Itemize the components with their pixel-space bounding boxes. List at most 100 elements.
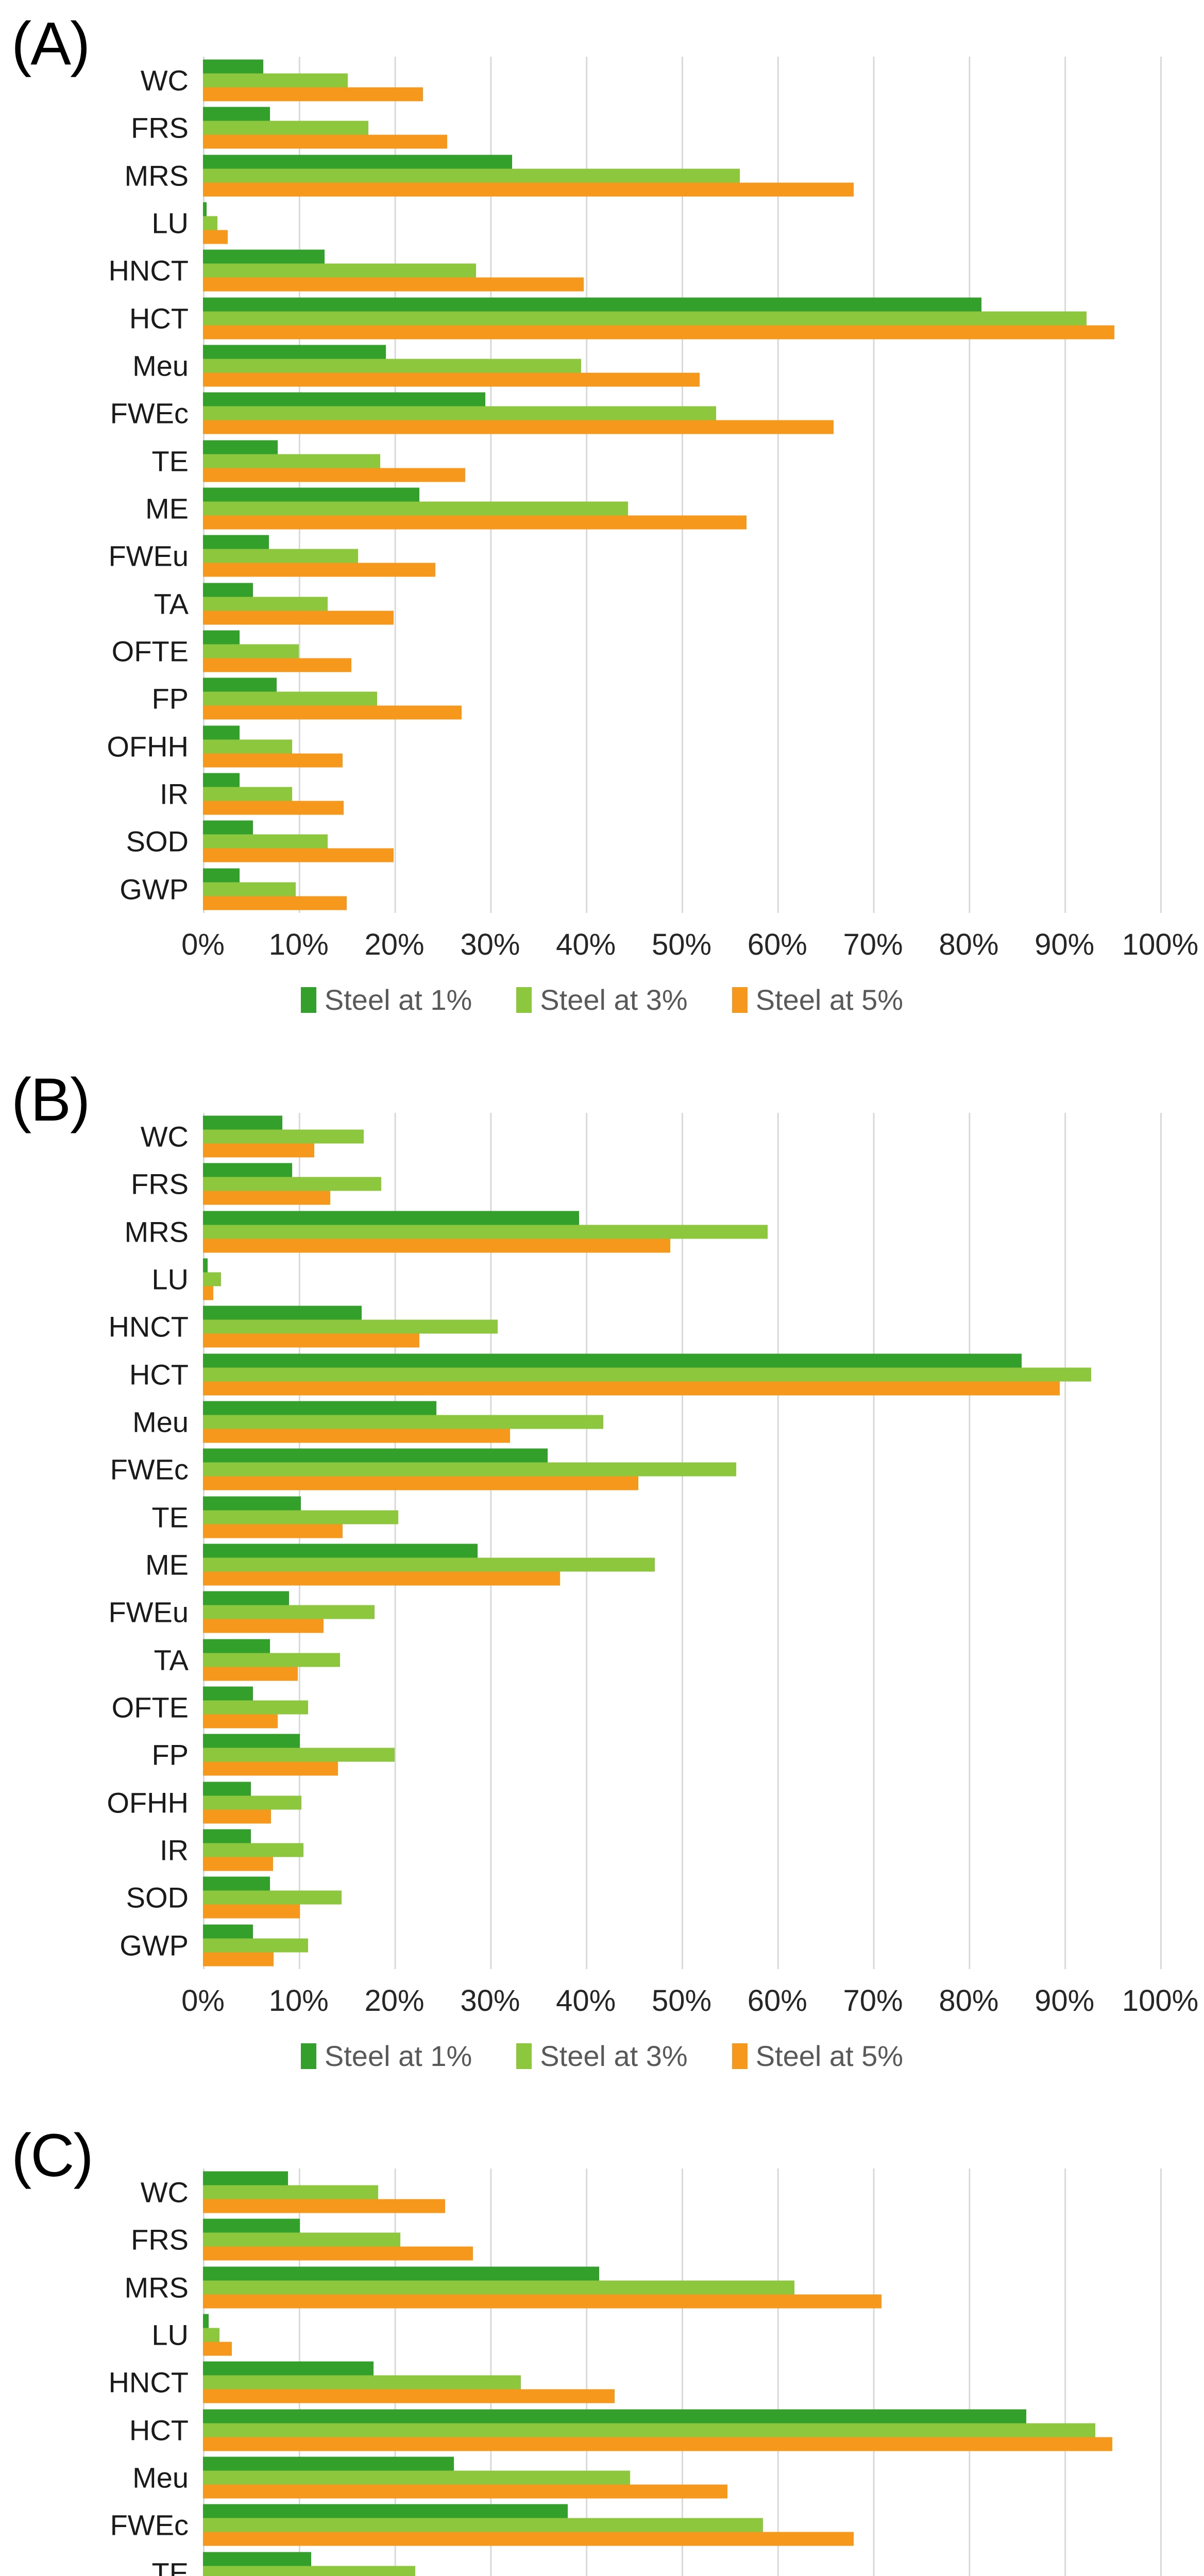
bar-ta-5pct (203, 1667, 298, 1681)
category-row-ir: IR (160, 770, 1160, 818)
bar-frs-5pct (203, 134, 447, 149)
bar-mrs-5pct (203, 2294, 882, 2309)
bar-fwec-5pct (203, 2532, 854, 2546)
x-tick-100: 100% (1122, 1984, 1199, 2018)
bar-ofhh-1pct (203, 1782, 251, 1796)
bar-hnct-3pct (203, 1319, 498, 1334)
bar-cluster-fp (203, 1734, 1160, 1776)
x-tick-100: 100% (1122, 928, 1199, 961)
legend-label: Steel at 5% (755, 2040, 904, 2072)
legend-label: Steel at 5% (755, 984, 904, 1016)
legend-swatch-icon (732, 987, 748, 1013)
bar-ofte-3pct (203, 644, 299, 658)
category-row-hct: HCT (129, 1351, 1160, 1398)
bar-hnct-5pct (203, 2389, 615, 2403)
category-row-fwec: FWEc (110, 1446, 1160, 1493)
category-label-me: ME (145, 1548, 189, 1581)
bar-ofte-1pct (203, 630, 240, 645)
bar-hnct-3pct (203, 2375, 521, 2389)
bar-cluster-me (203, 487, 1160, 530)
category-row-me: ME (145, 485, 1160, 532)
bar-ofte-3pct (203, 1700, 309, 1715)
bar-meu-3pct (203, 1415, 603, 1429)
category-row-wc: WC (141, 57, 1160, 104)
bar-lu-5pct (203, 1286, 214, 1300)
x-tick-30: 30% (460, 1984, 520, 2018)
x-tick-40: 40% (556, 1984, 616, 2018)
category-row-te: TE (151, 437, 1160, 485)
bar-me-5pct (203, 1571, 561, 1586)
x-tick-0: 0% (181, 928, 225, 961)
bar-fp-1pct (203, 677, 277, 692)
category-row-meu: Meu (132, 1398, 1160, 1446)
legend-item-5pct: Steel at 5% (732, 983, 903, 1016)
bar-ta-5pct (203, 611, 394, 625)
bar-cluster-te (203, 2552, 1160, 2576)
legend-item-1pct: Steel at 1% (300, 983, 472, 1016)
bar-ir-3pct (203, 1843, 304, 1857)
bar-hct-3pct (203, 311, 1087, 326)
x-tick-20: 20% (364, 928, 425, 961)
bar-cluster-gwp (203, 1924, 1160, 1967)
legend-swatch-icon (732, 2043, 748, 2069)
category-label-ta: TA (154, 587, 189, 620)
bar-ofhh-3pct (203, 1795, 302, 1810)
category-row-frs: FRS (131, 2216, 1160, 2263)
category-row-te: TE (151, 1494, 1160, 1541)
x-tick-50: 50% (651, 928, 712, 961)
bar-te-1pct (203, 1496, 301, 1511)
category-label-wc: WC (140, 2176, 189, 2209)
bar-sod-5pct (203, 1904, 300, 1919)
bar-cluster-hnct (203, 249, 1160, 292)
bar-mrs-3pct (203, 168, 740, 183)
category-label-fwec: FWEc (110, 1453, 189, 1486)
category-row-lu: LU (151, 1256, 1160, 1303)
panel-c-letter: (C) (11, 2122, 94, 2190)
x-tick-60: 60% (747, 928, 807, 961)
bar-cluster-hct (203, 297, 1160, 340)
category-label-wc: WC (140, 64, 189, 97)
legend-swatch-icon (516, 2043, 532, 2069)
bar-mrs-1pct (203, 155, 513, 169)
category-label-te: TE (151, 2556, 189, 2576)
panel-a: (A) WC FRS MRS LU HNCT HCT Meu FWEc TE ME FWEu TA OF… (0, 0, 1204, 1056)
bar-cluster-fwec (203, 1448, 1160, 1490)
bar-me-5pct (203, 515, 747, 530)
bar-cluster-te (203, 1496, 1160, 1538)
category-row-mrs: MRS (125, 152, 1160, 199)
bar-ir-1pct (203, 1829, 251, 1843)
bar-ofte-5pct (203, 1714, 278, 1728)
panel-c-plot-area: WCFRSMRSLUHNCTHCTMeuFWEcTEMEFWEuTAOFTEFP… (108, 2168, 1162, 2576)
bar-wc-5pct (203, 2199, 446, 2213)
bar-gwp-3pct (203, 1938, 309, 1953)
panel-a-letter: (A) (11, 10, 90, 78)
bar-te-5pct (203, 468, 466, 482)
x-tick-70: 70% (843, 928, 903, 961)
category-label-wc: WC (140, 1120, 189, 1153)
category-row-frs: FRS (131, 1160, 1160, 1208)
bar-fwec-5pct (203, 1476, 639, 1490)
bar-cluster-hnct (203, 2361, 1160, 2403)
bar-cluster-meu (203, 2456, 1160, 2499)
x-tick-10: 10% (268, 1984, 329, 2018)
bar-cluster-mrs (203, 155, 1160, 197)
category-row-hct: HCT (129, 295, 1160, 342)
category-row-fp: FP (151, 1731, 1160, 1778)
category-label-sod: SOD (126, 825, 189, 858)
bar-cluster-frs (203, 1163, 1160, 1205)
bar-ofhh-1pct (203, 725, 240, 740)
category-row-fweu: FWEu (108, 532, 1160, 580)
bar-hnct-1pct (203, 1306, 362, 1320)
bar-cluster-meu (203, 1401, 1160, 1443)
category-row-ir: IR (160, 1826, 1160, 1874)
bar-cluster-ta (203, 583, 1160, 625)
bar-frs-3pct (203, 2232, 400, 2247)
bar-te-3pct (203, 1510, 399, 1524)
category-row-ofhh: OFHH (107, 1779, 1160, 1826)
bar-lu-3pct (203, 2328, 219, 2342)
bar-fwec-3pct (203, 406, 716, 420)
bar-te-1pct (203, 440, 278, 454)
panel-a-legend: Steel at 1% Steel at 3% Steel at 5% (0, 983, 1204, 1016)
category-label-frs: FRS (131, 2223, 189, 2256)
bar-ofhh-5pct (203, 1809, 271, 1824)
